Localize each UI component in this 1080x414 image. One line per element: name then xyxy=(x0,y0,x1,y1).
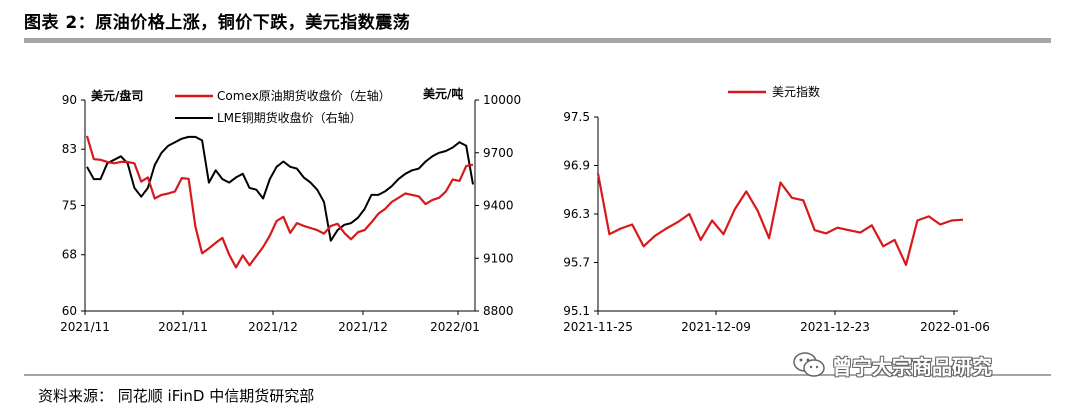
wechat-icon xyxy=(793,352,825,377)
right-y-tick-label: 8800 xyxy=(483,304,514,318)
right-y-tick-label: 9100 xyxy=(483,251,514,265)
x-tick-label: 2021/12 xyxy=(248,320,298,334)
series-line-dxy xyxy=(596,173,964,266)
dxy-y-tick-label: 96.9 xyxy=(563,159,590,173)
dxy-x-tick-label: 2021-12-23 xyxy=(800,320,870,334)
dxy-y-tick-label: 95.7 xyxy=(563,256,590,270)
left-y-tick-label: 60 xyxy=(62,304,77,318)
left-y-tick-label: 90 xyxy=(62,93,77,107)
x-tick-label: 2022/01 xyxy=(430,320,480,334)
left-y-tick-label: 75 xyxy=(62,199,77,213)
left-axis-unit: 美元/盘司 xyxy=(91,88,143,103)
dxy-y-tick-label: 95.1 xyxy=(563,304,590,318)
dxy-x-tick-label: 2021-12-09 xyxy=(681,320,751,334)
right-y-tick-label: 10000 xyxy=(483,93,521,107)
x-tick-label: 2021/11 xyxy=(158,320,208,334)
left-y-tick-label: 83 xyxy=(62,142,77,156)
right-y-tick-label: 9400 xyxy=(483,199,514,213)
figure-title: 图表 2：原油价格上涨，铜价下跌，美元指数震荡 xyxy=(24,13,411,33)
legend-label-crude: Comex原油期货收盘价（左轴） xyxy=(217,88,391,103)
watermark-text: 曾宁大宗商品研究 xyxy=(832,354,992,379)
x-tick-label: 2021/11 xyxy=(60,320,110,334)
dxy-y-tick-label: 97.5 xyxy=(563,110,590,124)
watermark: 曾宁大宗商品研究 xyxy=(792,348,992,382)
dxy-y-tick-label: 96.3 xyxy=(563,207,590,221)
title-divider xyxy=(24,38,1051,43)
source-note: 资料来源： 同花顺 iFinD 中信期货研究部 xyxy=(38,387,315,405)
left-y-tick-label: 68 xyxy=(62,248,77,262)
legend-label-copper: LME铜期货收盘价（右轴） xyxy=(217,110,362,125)
x-tick-label: 2021/12 xyxy=(338,320,388,334)
right-axis-unit: 美元/吨 xyxy=(423,86,463,101)
dxy-x-tick-label: 2021-11-25 xyxy=(563,320,633,334)
legend-label-dxy: 美元指数 xyxy=(772,84,820,99)
series-line-crude xyxy=(85,135,474,269)
source-divider xyxy=(24,374,1051,376)
dxy-x-tick-label: 2022-01-06 xyxy=(920,320,990,334)
series-line-copper xyxy=(86,135,474,242)
right-y-tick-label: 9700 xyxy=(483,146,514,160)
